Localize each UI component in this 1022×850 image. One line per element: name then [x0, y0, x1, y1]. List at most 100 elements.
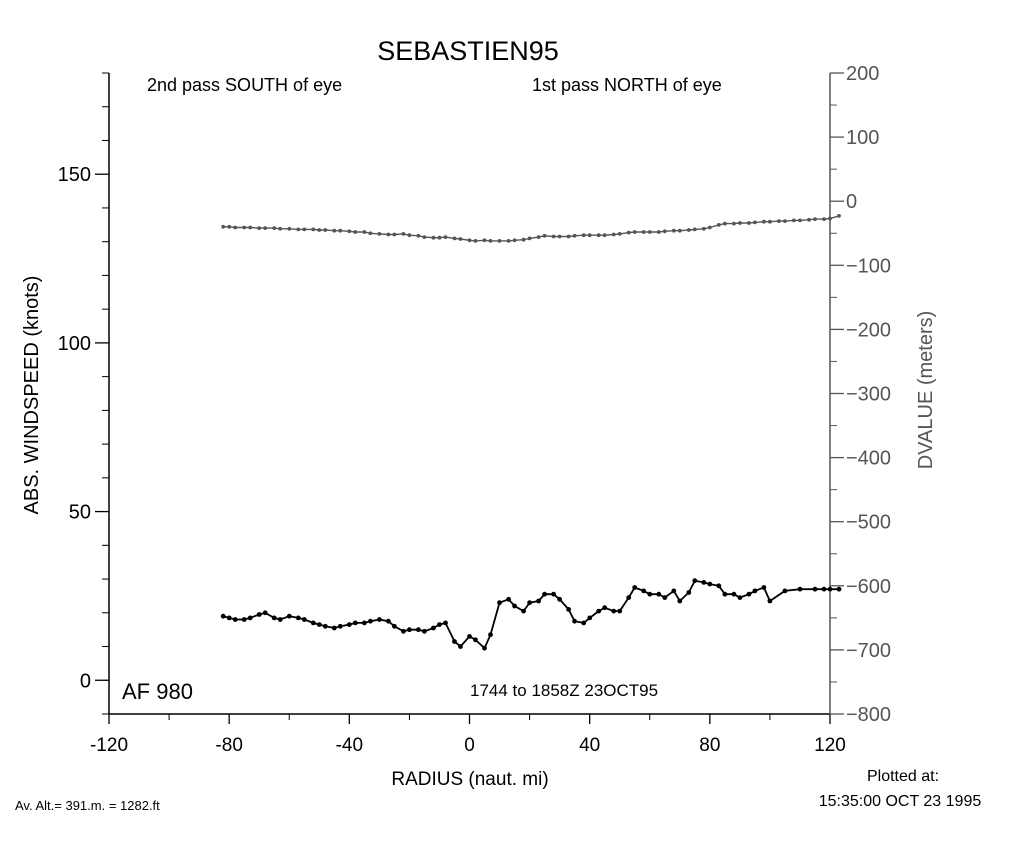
y-right-tick-label: −800: [846, 704, 891, 726]
windspeed-point: [506, 596, 511, 602]
y-right-tick-label: −600: [846, 576, 891, 598]
dvalue-point: [386, 232, 391, 237]
y-right-tick-label: −300: [846, 384, 891, 406]
windspeed-point: [686, 590, 692, 595]
windspeed-point: [431, 625, 436, 631]
windspeed-point: [566, 607, 571, 612]
dvalue-point: [837, 214, 841, 218]
dvalue-point: [347, 229, 352, 234]
windspeed-point: [488, 632, 493, 638]
windspeed-point: [731, 591, 737, 597]
x-tick-label: 40: [579, 735, 600, 756]
windspeed-point: [551, 591, 556, 597]
windspeed-point: [392, 623, 397, 629]
windspeed-point: [337, 623, 343, 629]
windspeed-point: [617, 608, 623, 614]
windspeed-point: [437, 622, 442, 627]
dvalue-point: [587, 233, 592, 238]
dvalue-point: [716, 223, 721, 227]
windspeed-point: [401, 628, 406, 634]
dvalue-point: [392, 232, 397, 237]
windspeed-point: [596, 608, 602, 614]
dvalue-point: [536, 235, 541, 240]
dvalue-point: [662, 229, 667, 234]
x-tick-label: -120: [90, 735, 128, 756]
dvalue-point: [732, 221, 736, 226]
windspeed-point: [220, 613, 226, 619]
windspeed-point: [247, 615, 253, 621]
y-left-tick-label: 150: [58, 164, 91, 186]
y-left-tick-label: 100: [58, 333, 91, 355]
dvalue-point: [278, 226, 283, 231]
dvalue-point: [813, 217, 817, 222]
dvalue-point: [527, 236, 532, 241]
dvalue-point: [473, 239, 478, 243]
windspeed-point: [821, 586, 827, 592]
windspeed-point: [497, 600, 502, 606]
windspeed-point: [836, 586, 842, 592]
windspeed-line: [222, 579, 839, 650]
aircraft-label: AF 980: [122, 679, 193, 704]
x-tick-label: 0: [464, 735, 475, 756]
x-tick-label: -40: [336, 735, 363, 756]
x-tick-label: 120: [814, 735, 846, 756]
dvalue-point: [807, 217, 811, 222]
dvalue-point: [368, 231, 373, 236]
dvalue-point: [828, 216, 832, 221]
y-left-tick-label: 50: [69, 502, 91, 524]
y-right-tick-label: −400: [846, 448, 891, 470]
windspeed-point: [295, 615, 301, 621]
windspeed-point: [422, 628, 427, 634]
dvalue-point: [798, 218, 802, 223]
dvalue-point: [551, 234, 556, 239]
dvalue-point: [443, 235, 448, 240]
time-range-label: 1744 to 1858Z 23OCT95: [470, 681, 658, 700]
x-tick-label: -80: [215, 735, 242, 756]
windspeed-point: [226, 615, 232, 621]
windspeed-point: [536, 598, 541, 604]
windspeed-point: [512, 603, 517, 609]
dvalue-point: [617, 232, 622, 236]
dvalue-point: [431, 235, 436, 240]
windspeed-point: [656, 591, 662, 597]
dvalue-point: [701, 226, 706, 231]
windspeed-point: [581, 620, 587, 626]
dvalue-point: [233, 225, 238, 230]
windspeed-point: [362, 620, 367, 626]
dvalue-point: [353, 230, 358, 234]
dvalue-point: [338, 228, 343, 233]
windspeed-point: [458, 644, 463, 649]
windspeed-point: [352, 620, 358, 626]
windspeed-point: [368, 618, 373, 624]
windspeed-point: [262, 610, 268, 616]
dvalue-point: [506, 239, 511, 243]
windspeed-point: [737, 595, 743, 600]
dvalue-point: [257, 226, 262, 231]
windspeed-point: [416, 627, 421, 633]
plotted-time-label: 15:35:00 OCT 23 1995: [819, 793, 982, 810]
y-right-tick-label: 100: [846, 127, 879, 149]
windspeed-point: [752, 588, 758, 594]
dvalue-point: [467, 238, 472, 243]
dvalue-point: [482, 238, 487, 243]
windspeed-point: [716, 583, 722, 589]
y-right-tick-label: −700: [846, 640, 891, 662]
dvalue-point: [557, 234, 562, 239]
dvalue-point: [792, 218, 796, 223]
dvalue-point: [783, 219, 787, 224]
dvalue-point: [602, 233, 607, 238]
dvalue-point: [416, 233, 421, 238]
windspeed-point: [827, 586, 833, 592]
dvalue-point: [572, 233, 577, 238]
dvalue-point: [227, 224, 232, 229]
dvalue-point: [641, 230, 646, 234]
dvalue-point: [272, 226, 277, 231]
windspeed-point: [707, 581, 713, 587]
dvalue-point: [677, 228, 682, 233]
windspeed-point: [641, 588, 647, 594]
windspeed-point: [572, 618, 577, 624]
altitude-label: Av. Alt.= 391.m. = 1282.ft: [15, 798, 160, 813]
dvalue-point: [362, 230, 367, 234]
windspeed-point: [473, 637, 478, 643]
